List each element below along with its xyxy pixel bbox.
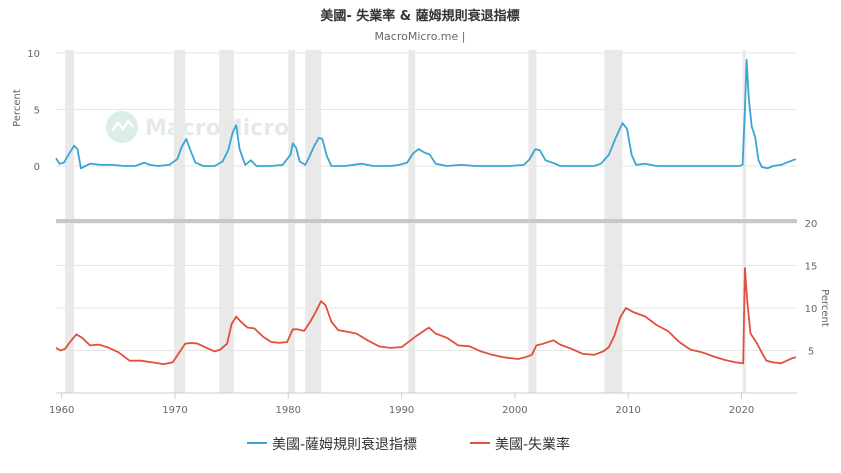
recession-band-top-5: [408, 50, 416, 219]
gridlines: [56, 52, 797, 351]
y-tick-unemployment-20: 20: [805, 219, 818, 230]
chart-subtitle: MacroMicro.me |: [375, 30, 466, 43]
legend-item-unemployment[interactable]: 美國-失業率: [470, 436, 570, 453]
y-tick-unemployment-15: 15: [805, 262, 818, 273]
panel-divider: [56, 219, 797, 223]
series-line-unemployment: [55, 267, 797, 365]
series-line-sahm: [55, 58, 797, 170]
recession-band-top-7: [604, 50, 623, 219]
legend-label-unemployment: 美國-失業率: [495, 436, 570, 453]
recession-band-top-6: [528, 50, 537, 219]
recession-band-top-1: [173, 50, 186, 219]
recession-band-top-4: [305, 50, 322, 219]
y-axis-title-sahm: Percent: [12, 89, 23, 127]
y-tick-sahm-0: 0: [34, 162, 40, 173]
y-tick-sahm-10: 10: [27, 49, 40, 60]
x-tick-2020: 2020: [729, 405, 754, 416]
x-tick-2010: 2010: [615, 405, 640, 416]
legend-label-sahm: 美國-薩姆規則衰退指標: [272, 436, 417, 453]
chart-title: 美國- 失業率 & 薩姆規則衰退指標: [320, 8, 519, 24]
recession-band-top-3: [288, 50, 296, 219]
legend-item-sahm[interactable]: 美國-薩姆規則衰退指標: [247, 436, 417, 453]
recession-band-top-0: [65, 50, 75, 219]
x-tick-1980: 1980: [276, 405, 301, 416]
recession-band-top-2: [219, 50, 234, 219]
watermark-logo-mark-icon: [111, 118, 134, 132]
series: [55, 58, 797, 365]
y-axis-title-unemployment: Percent: [819, 289, 830, 327]
watermark-text: MacroMicro: [145, 116, 289, 141]
x-tick-1960: 1960: [49, 405, 74, 416]
y-tick-sahm-5: 5: [34, 106, 40, 117]
x-tick-2000: 2000: [502, 405, 527, 416]
watermark: MacroMicro: [106, 111, 289, 143]
x-tick-1970: 1970: [162, 405, 187, 416]
y-tick-unemployment-10: 10: [805, 304, 818, 315]
legend[interactable]: 美國-薩姆規則衰退指標 美國-失業率: [247, 436, 570, 453]
x-tick-1990: 1990: [389, 405, 414, 416]
y-tick-unemployment-5: 5: [808, 347, 814, 358]
